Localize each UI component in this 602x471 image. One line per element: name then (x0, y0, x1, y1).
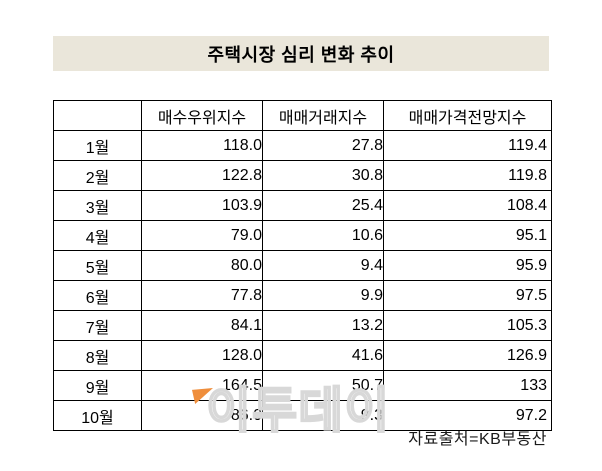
header-cell-price-outlook-index: 매매가격전망지수 (383, 100, 552, 131)
sentiment-table: 매수우위지수 매매거래지수 매매가격전망지수 1월 118.0 27.8 119.4 2… (53, 100, 552, 431)
value-cell: 119.8 (383, 160, 552, 191)
data-source-caption: 자료출처=KB부동산 (408, 431, 547, 448)
table-row: 8월 128.0 41.6 126.9 (53, 340, 552, 371)
value-cell: 77.8 (141, 280, 263, 311)
table-header: 매수우위지수 매매거래지수 매매가격전망지수 (53, 100, 552, 131)
page-title: 주택시장 심리 변화 추이 (207, 44, 395, 65)
table-row: 5월 80.0 9.4 95.9 (53, 250, 552, 281)
month-cell: 1월 (53, 130, 142, 161)
table-row: 1월 118.0 27.8 119.4 (53, 130, 552, 161)
value-cell: 13.2 (262, 310, 384, 341)
month-cell: 7월 (53, 310, 142, 341)
value-cell: 119.4 (383, 130, 552, 161)
value-cell: 126.9 (383, 340, 552, 371)
month-cell: 8월 (53, 340, 142, 371)
value-cell: 50.7 (262, 370, 384, 401)
table-row: 6월 77.8 9.9 97.5 (53, 280, 552, 311)
value-cell: 30.8 (262, 160, 384, 191)
value-cell: 27.8 (262, 130, 384, 161)
month-cell: 5월 (53, 250, 142, 281)
value-cell: 9.4 (262, 250, 384, 281)
month-cell: 9월 (53, 370, 142, 401)
table-row: 7월 84.1 13.2 105.3 (53, 310, 552, 341)
month-cell: 2월 (53, 160, 142, 191)
value-cell: 95.9 (383, 250, 552, 281)
value-cell: 84.1 (141, 310, 263, 341)
value-cell: 80.0 (141, 250, 263, 281)
value-cell: 108.4 (383, 190, 552, 221)
value-cell: 25.4 (262, 190, 384, 221)
value-cell: 118.0 (141, 130, 263, 161)
value-cell: 103.9 (141, 190, 263, 221)
table-row: 9월 164.5 50.7 133 (53, 370, 552, 401)
header-cell-buy-index: 매수우위지수 (141, 100, 263, 131)
value-cell: 105.3 (383, 310, 552, 341)
value-cell: 41.6 (262, 340, 384, 371)
table-body: 1월 118.0 27.8 119.4 2월 122.8 30.8 119.8 3월 103.9 2… (53, 130, 552, 431)
month-cell: 10월 (53, 400, 142, 431)
header-cell-trade-index: 매매거래지수 (262, 100, 384, 131)
table-header-row: 매수우위지수 매매거래지수 매매가격전망지수 (53, 100, 552, 131)
table-row: 2월 122.8 30.8 119.8 (53, 160, 552, 191)
month-cell: 4월 (53, 220, 142, 251)
value-cell: 128.0 (141, 340, 263, 371)
month-cell: 6월 (53, 280, 142, 311)
table-row: 3월 103.9 25.4 108.4 (53, 190, 552, 221)
value-cell: 79.0 (141, 220, 263, 251)
month-cell: 3월 (53, 190, 142, 221)
table-row: 10월 86.0 9.3 97.2 (53, 400, 552, 431)
table-row: 4월 79.0 10.6 95.1 (53, 220, 552, 251)
value-cell: 133 (383, 370, 552, 401)
value-cell: 164.5 (141, 370, 263, 401)
header-cell-month (53, 100, 142, 131)
value-cell: 10.6 (262, 220, 384, 251)
value-cell: 9.9 (262, 280, 384, 311)
value-cell: 95.1 (383, 220, 552, 251)
value-cell: 122.8 (141, 160, 263, 191)
chart-title-bar: 주택시장 심리 변화 추이 (53, 36, 549, 71)
value-cell: 97.5 (383, 280, 552, 311)
value-cell: 97.2 (383, 400, 552, 431)
